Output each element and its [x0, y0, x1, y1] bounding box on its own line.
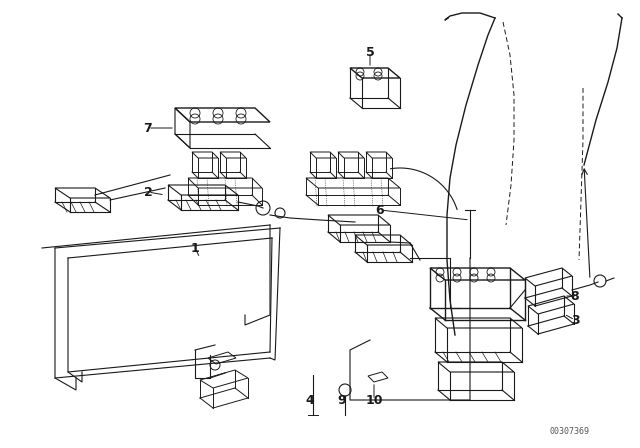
Text: 8: 8 [571, 289, 579, 302]
Text: 00307369: 00307369 [550, 427, 590, 436]
Text: 5: 5 [365, 46, 374, 59]
Text: 10: 10 [365, 393, 383, 406]
Text: 9: 9 [338, 393, 346, 406]
Text: 1: 1 [191, 241, 200, 254]
Text: 6: 6 [376, 203, 384, 216]
Text: 3: 3 [571, 314, 579, 327]
Text: 2: 2 [143, 185, 152, 198]
Text: 4: 4 [306, 393, 314, 406]
Text: 7: 7 [143, 121, 152, 134]
